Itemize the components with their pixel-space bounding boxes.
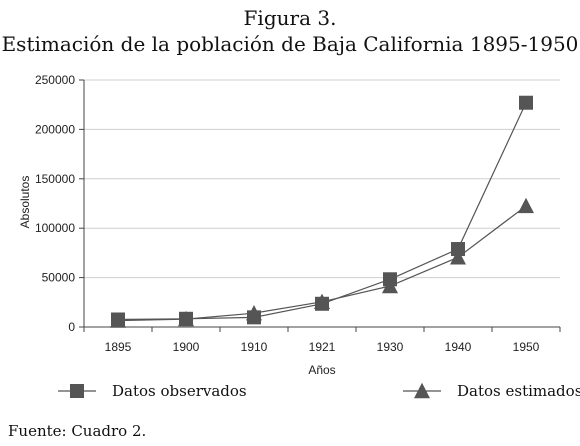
series-line xyxy=(117,102,527,321)
x-tick-label: 1900 xyxy=(173,340,200,354)
data-point-triangle xyxy=(382,277,398,294)
chart-title: Estimación de la población de Baja Calif… xyxy=(1,32,579,56)
source-note: Fuente: Cuadro 2. xyxy=(8,422,147,440)
x-tick-label: 1940 xyxy=(445,340,472,354)
gridlines xyxy=(84,79,560,279)
x-tick-label: 1910 xyxy=(241,340,268,354)
data-point-triangle xyxy=(450,249,466,265)
legend: Datos observados Datos estimados xyxy=(58,382,580,400)
series-lines xyxy=(117,102,527,322)
data-point-square xyxy=(70,384,84,398)
y-axis-label: Absolutos xyxy=(18,176,32,229)
data-point-triangle xyxy=(110,312,126,328)
y-tick-label: 50000 xyxy=(42,271,76,285)
data-point-triangle xyxy=(414,382,430,399)
x-tick-label: 1950 xyxy=(513,340,540,354)
y-tick-label: 0 xyxy=(68,320,75,334)
y-tick-label: 150000 xyxy=(35,172,75,186)
x-tick-label: 1895 xyxy=(105,340,132,354)
data-point-square xyxy=(451,242,465,257)
data-point-triangle xyxy=(178,310,194,327)
y-tick-labels: 0 50000 100000 150000 200000 250000 xyxy=(35,73,75,334)
x-axis-label: Años xyxy=(308,363,335,377)
y-tick-label: 200000 xyxy=(35,122,75,136)
series-markers xyxy=(110,95,534,328)
legend-label: Datos estimados xyxy=(457,382,580,400)
data-point-triangle xyxy=(246,304,262,321)
x-tick-label: 1921 xyxy=(309,340,336,354)
x-tick-label: 1930 xyxy=(377,340,404,354)
y-tick-label: 250000 xyxy=(35,73,75,87)
data-point-triangle xyxy=(314,293,330,310)
figure-label: Figura 3. xyxy=(243,6,337,30)
data-point-triangle xyxy=(518,197,534,214)
data-point-square xyxy=(519,95,533,110)
legend-label: Datos observados xyxy=(112,382,247,400)
y-tick-label: 100000 xyxy=(35,221,75,235)
axes xyxy=(79,79,561,332)
x-tick-labels: 1895 1900 1910 1921 1930 1940 1950 xyxy=(105,340,540,354)
